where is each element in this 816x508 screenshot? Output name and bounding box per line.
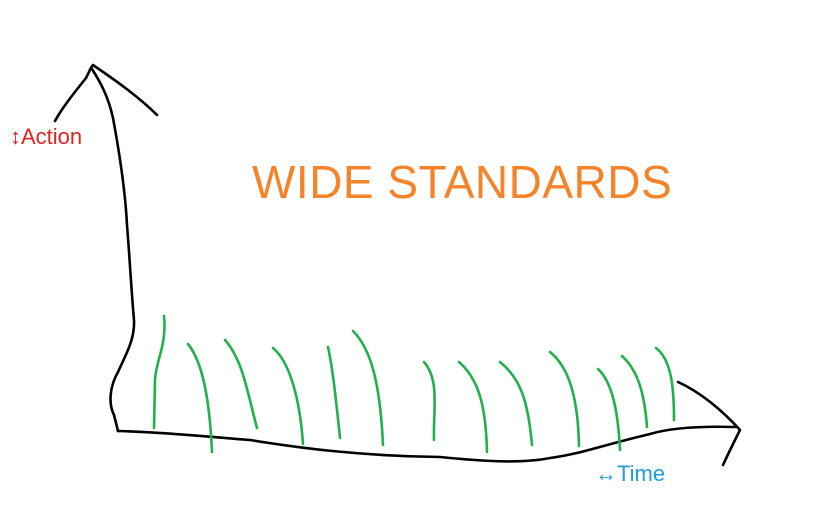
green-stroke [422, 360, 436, 442]
y-axis-label: ↕Action [10, 124, 83, 149]
green-stroke [186, 342, 214, 454]
x-axis-line [116, 425, 737, 463]
green-stroke [548, 350, 581, 448]
green-stroke [498, 360, 534, 447]
right-arrow-icon [676, 380, 742, 467]
green-stroke [620, 354, 649, 429]
green-stroke [457, 360, 489, 454]
green-stroke [351, 329, 385, 447]
green-stroke [271, 346, 305, 446]
up-arrow-icon [53, 63, 159, 123]
diagram-title: WIDE STANDARDS [252, 156, 673, 208]
y-axis-line [90, 67, 136, 433]
green-stroke [152, 314, 166, 430]
x-axis-label: ↔Time [595, 461, 666, 486]
green-stroke [326, 345, 342, 440]
wide-standard-strokes [152, 314, 676, 454]
green-stroke [654, 346, 676, 422]
green-stroke [596, 367, 622, 452]
green-stroke [223, 338, 259, 430]
